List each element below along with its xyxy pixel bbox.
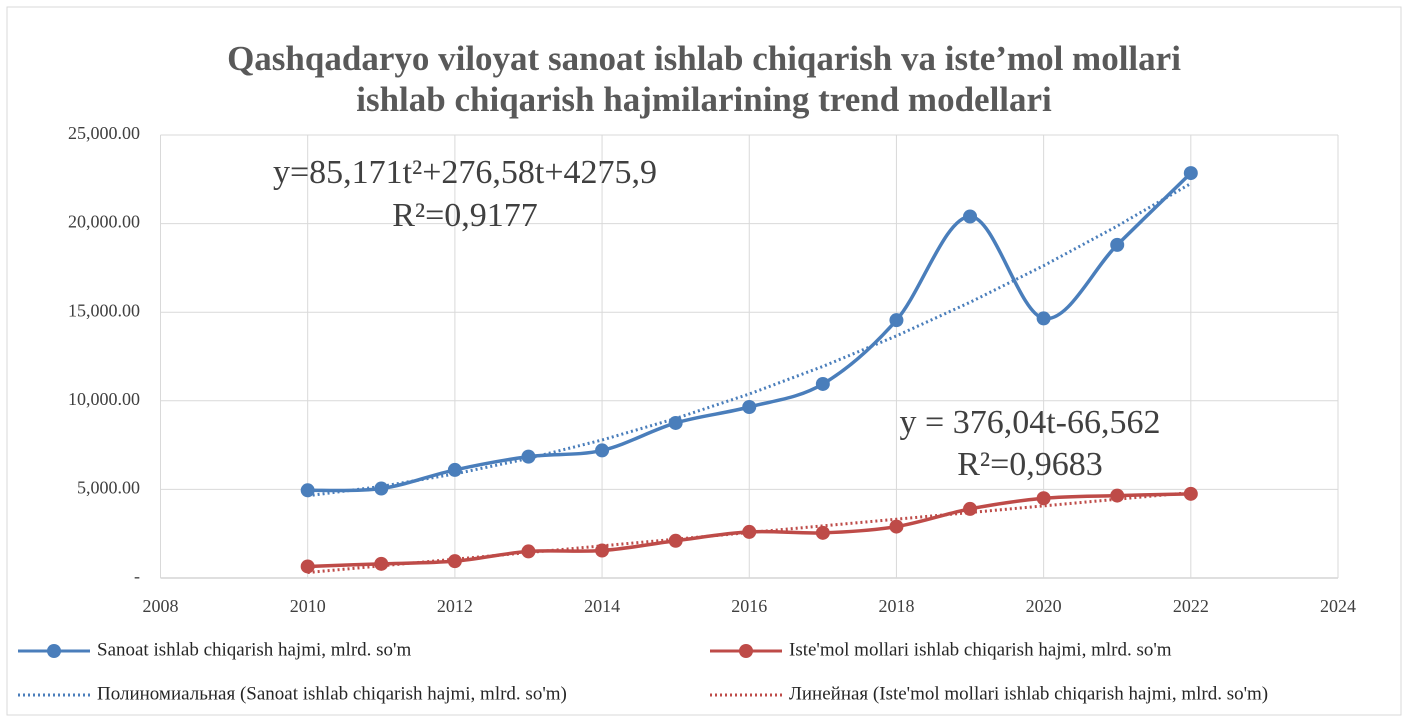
marker (963, 501, 978, 516)
y-tick-label: 20,000.00 (68, 212, 140, 232)
marker (1183, 486, 1198, 501)
chart-title: Qashqadaryo viloyat sanoat ishlab chiqar… (227, 39, 1181, 78)
legend-marker (739, 644, 753, 658)
marker (447, 554, 462, 569)
y-tick-label: 10,000.00 (68, 389, 140, 409)
annotation: R²=0,9177 (392, 197, 538, 234)
x-tick-label: 2008 (143, 596, 179, 616)
y-tick-label: 15,000.00 (68, 300, 140, 320)
legend-marker (47, 644, 61, 658)
annotation: R²=0,9683 (957, 446, 1103, 483)
annotation: y=85,171t²+276,58t+4275,9 (273, 154, 657, 191)
x-tick-label: 2018 (878, 596, 914, 616)
marker (374, 481, 389, 496)
legend-label: Полиномиальная (Sanoat ishlab chiqarish … (97, 683, 567, 704)
marker (668, 415, 683, 430)
x-tick-label: 2016 (731, 596, 767, 616)
marker (1036, 311, 1051, 326)
x-tick-label: 2022 (1173, 596, 1209, 616)
chart-border (6, 6, 1402, 716)
y-tick-label: 25,000.00 (68, 123, 140, 143)
x-tick-label: 2012 (437, 596, 473, 616)
x-tick-label: 2010 (290, 596, 326, 616)
marker (1183, 166, 1198, 181)
marker (889, 313, 904, 328)
y-tick-label: - (134, 566, 140, 586)
x-tick-label: 2014 (584, 596, 620, 616)
marker (521, 449, 536, 464)
trend-line (307, 182, 1192, 498)
marker (447, 462, 462, 477)
marker (668, 533, 683, 548)
marker (1036, 491, 1051, 506)
legend-label: Линейная (Iste'mol mollari ishlab chiqar… (789, 683, 1268, 704)
marker (521, 544, 536, 559)
legend-label: Sanoat ishlab chiqarish hajmi, mlrd. so'… (97, 639, 411, 660)
marker (963, 209, 978, 224)
marker (1110, 488, 1125, 503)
chart-title: ishlab chiqarish hajmilarining trend mod… (356, 80, 1052, 119)
x-tick-label: 2020 (1026, 596, 1062, 616)
marker (300, 559, 315, 574)
marker (742, 400, 757, 415)
marker (595, 543, 610, 558)
y-tick-label: 5,000.00 (77, 478, 140, 498)
marker (595, 443, 610, 458)
marker (889, 519, 904, 534)
marker (300, 483, 315, 498)
marker (815, 376, 830, 391)
marker (1110, 237, 1125, 252)
marker (815, 525, 830, 540)
marker (742, 524, 757, 539)
annotation: y = 376,04t-66,562 (900, 404, 1161, 441)
x-tick-label: 2024 (1320, 596, 1356, 616)
marker (374, 556, 389, 571)
legend-label: Iste'mol mollari ishlab chiqarish hajmi,… (789, 639, 1172, 660)
